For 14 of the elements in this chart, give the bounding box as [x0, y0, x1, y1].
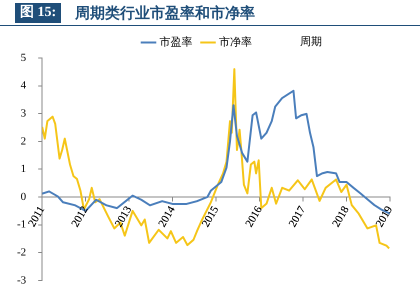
- y-tick-label: 3: [20, 107, 27, 120]
- caption: 图 15:: [15, 3, 62, 23]
- y-tick-label: -1: [16, 218, 26, 231]
- y-tick-label: 1: [20, 163, 26, 176]
- text: 周期: [300, 34, 322, 49]
- y-tick-label: 2: [20, 135, 26, 148]
- y-tick-label: -2: [16, 246, 26, 258]
- chart-title: 周期类行业市盈率和市净率: [75, 3, 255, 23]
- legend-label: 市净率: [219, 35, 252, 48]
- y-tick-label: -3: [16, 274, 27, 286]
- y-tick-label: 4: [20, 80, 27, 92]
- y-tick-label: 5: [20, 52, 27, 64]
- legend-label: 市盈率: [160, 35, 192, 48]
- y-tick-label: 0: [20, 190, 27, 203]
